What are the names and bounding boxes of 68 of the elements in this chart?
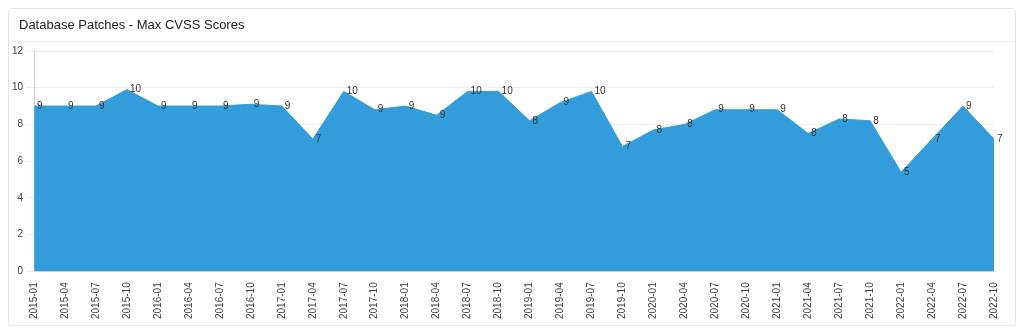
data-label: 9 [99, 99, 106, 111]
data-label: 7 [997, 132, 1003, 144]
y-tick-label: 2 [17, 228, 24, 240]
data-label: 9 [563, 96, 570, 108]
y-tick-label: 6 [17, 154, 24, 166]
x-tick-label: 2021-10 [863, 281, 875, 319]
x-tick-label: 2021-04 [801, 281, 813, 319]
data-label: 8 [687, 118, 694, 130]
x-tick-label: 2022-04 [925, 281, 937, 319]
x-tick-label: 2015-10 [120, 281, 132, 319]
x-tick-label: 2019-04 [554, 281, 566, 319]
x-tick-label: 2015-01 [27, 281, 39, 319]
x-tick-label: 2018-10 [492, 281, 504, 319]
x-tick-label: 2018-07 [461, 281, 473, 319]
x-tick-label: 2020-07 [709, 281, 721, 319]
data-label: 10 [594, 85, 607, 97]
y-tick-label: 12 [12, 44, 24, 56]
data-label: 10 [346, 85, 359, 97]
data-label: 9 [253, 97, 260, 109]
x-tick-label: 2017-10 [368, 281, 380, 319]
x-tick-label: 2021-07 [832, 281, 844, 319]
x-tick-label: 2018-04 [430, 281, 442, 319]
x-tick-label: 2016-07 [213, 281, 225, 319]
data-label: 9 [222, 99, 229, 111]
x-tick-label: 2017-07 [337, 281, 349, 319]
data-label: 9 [439, 109, 446, 120]
x-tick-label: 2019-07 [585, 281, 597, 319]
x-tick-label: 2017-04 [306, 281, 318, 319]
x-tick-label: 2021-01 [771, 281, 782, 319]
data-label: 9 [37, 99, 44, 111]
x-tick-label: 2017-01 [275, 281, 287, 319]
x-tick-label: 2020-10 [740, 281, 752, 319]
data-label: 9 [377, 103, 384, 115]
y-tick-label: 4 [17, 191, 24, 203]
data-label: 9 [966, 99, 973, 111]
data-label: 10 [501, 85, 514, 97]
data-label: 8 [873, 114, 880, 126]
data-label: 8 [811, 127, 818, 139]
y-tick-label: 8 [17, 118, 24, 130]
x-tick-label: 2019-01 [523, 281, 535, 319]
data-label: 7 [625, 140, 632, 152]
data-label: 9 [408, 99, 415, 111]
data-label: 5 [904, 165, 911, 177]
y-tick-label: 0 [17, 265, 24, 277]
data-label: 7 [315, 132, 322, 144]
x-tick-label: 2016-04 [182, 281, 194, 319]
y-tick-label: 10 [12, 81, 24, 93]
x-tick-label: 2016-10 [244, 281, 256, 319]
data-label: 7 [935, 132, 942, 144]
x-tick-label: 2020-01 [647, 281, 659, 319]
data-label: 9 [68, 99, 75, 111]
data-label: 9 [191, 99, 198, 111]
x-tick-label: 2022-07 [956, 281, 968, 319]
data-label: 8 [532, 114, 539, 126]
chart-title: Database Patches - Max CVSS Scores [9, 9, 1015, 42]
x-tick-label: 2022-10 [987, 281, 999, 319]
data-label: 9 [160, 99, 167, 111]
x-tick-label: 2019-10 [616, 281, 628, 319]
data-label: 9 [284, 99, 291, 111]
data-label: 8 [656, 123, 663, 135]
x-tick-label: 2018-01 [399, 281, 411, 319]
data-label: 10 [130, 83, 142, 95]
x-tick-label: 2016-01 [151, 281, 163, 319]
x-tick-label: 2015-04 [58, 281, 70, 319]
x-tick-label: 2022-01 [894, 281, 906, 319]
x-tick-label: 2015-07 [89, 281, 101, 319]
data-label: 9 [780, 103, 787, 115]
x-tick-label: 2020-04 [678, 281, 690, 319]
